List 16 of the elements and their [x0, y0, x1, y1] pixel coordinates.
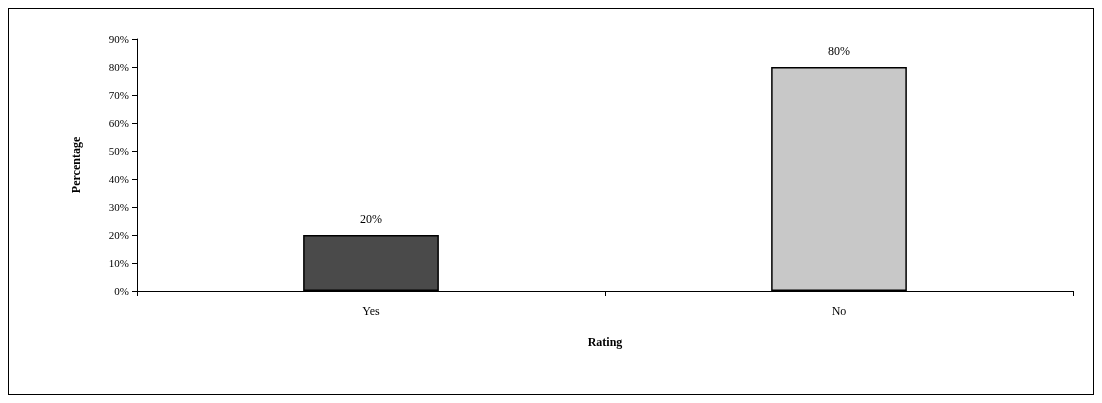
y-tick-label: 70%	[108, 89, 129, 101]
y-tick-label: 80%	[108, 61, 129, 73]
y-tick-label: 10%	[108, 257, 129, 269]
y-tick-label: 20%	[108, 229, 129, 241]
y-axis-title: Percentage	[69, 136, 83, 194]
y-tick-label: 50%	[108, 145, 129, 157]
y-tick-label: 30%	[108, 201, 129, 213]
y-tick-label: 40%	[108, 173, 129, 185]
data-label: 80%	[828, 44, 850, 58]
y-tick-label: 60%	[108, 117, 129, 129]
y-tick-label: 90%	[108, 33, 129, 45]
x-tick-label: Yes	[362, 304, 381, 318]
y-tick-label: 0%	[114, 285, 129, 297]
data-label: 20%	[360, 212, 382, 226]
x-axis-title: Rating	[587, 335, 623, 349]
x-tick-label: No	[831, 304, 847, 318]
